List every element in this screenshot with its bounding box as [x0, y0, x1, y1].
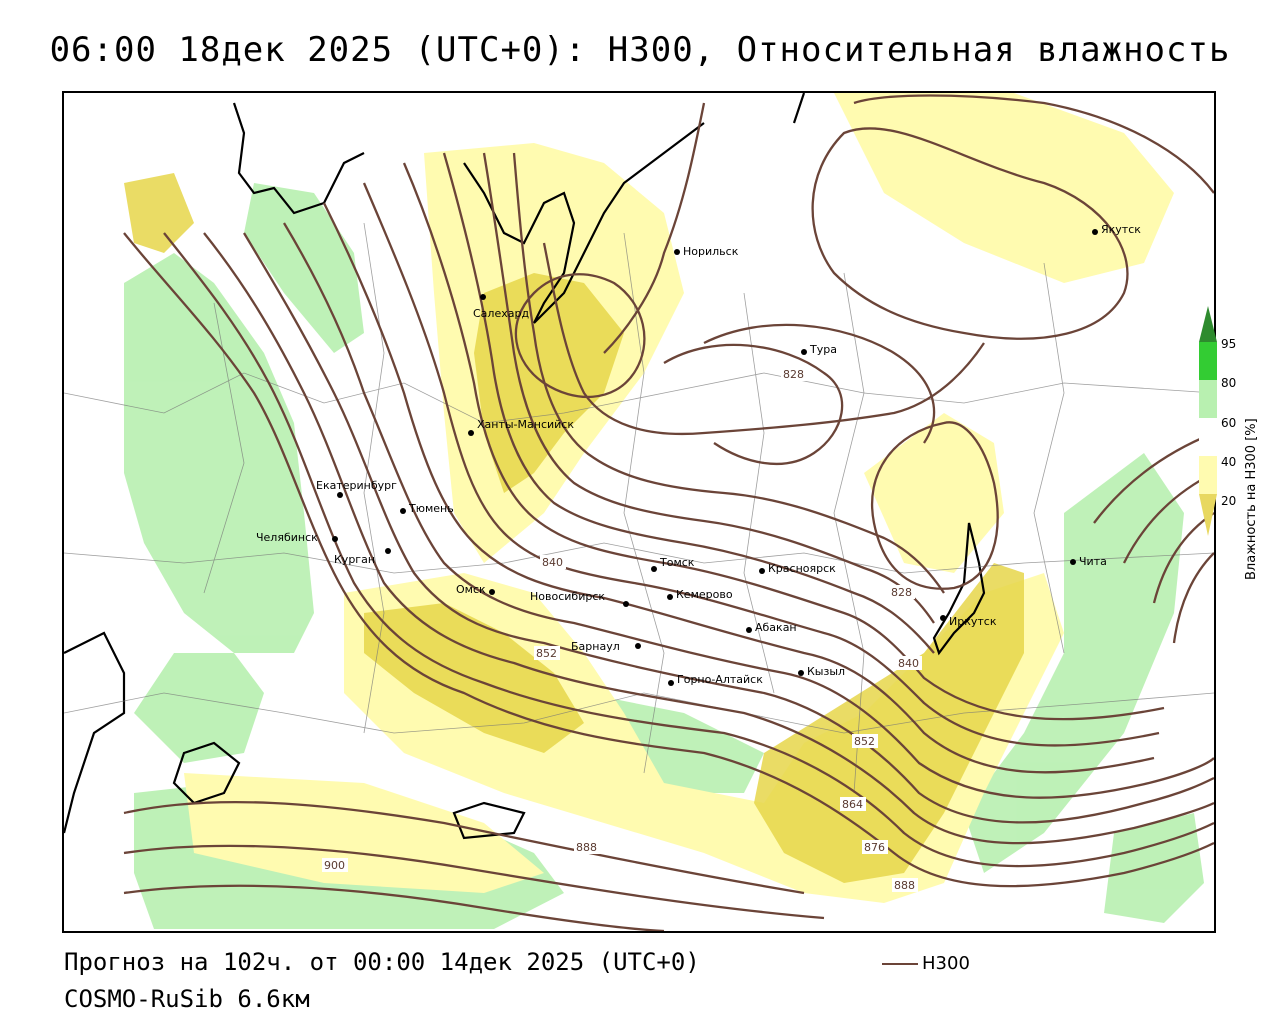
svg-text:Новосибирск: Новосибирск: [530, 590, 605, 603]
h300-contours: [123, 94, 1214, 931]
city-marker: Иркутск: [940, 615, 997, 628]
svg-text:876: 876: [864, 841, 885, 854]
svg-text:Красноярск: Красноярск: [768, 562, 836, 575]
svg-text:Тюмень: Тюмень: [408, 502, 454, 515]
svg-text:Абакан: Абакан: [755, 621, 797, 634]
svg-text:852: 852: [536, 647, 557, 660]
contour-label: 888: [574, 840, 600, 854]
city-marker: Омск: [456, 583, 495, 596]
svg-text:Барнаул: Барнаул: [571, 640, 620, 653]
contour-label: 840: [540, 555, 566, 569]
contour-label: 900: [322, 858, 348, 872]
humidity-colorbar: [1196, 306, 1220, 546]
svg-text:840: 840: [542, 556, 563, 569]
city-marker: Чита: [1070, 555, 1107, 568]
svg-text:840: 840: [898, 657, 919, 670]
city-marker: Челябинск: [256, 531, 338, 544]
city-marker: Тура: [801, 343, 837, 356]
city-marker: Салехард: [473, 294, 529, 320]
colorbar-tick: 20: [1221, 494, 1237, 508]
svg-text:828: 828: [891, 586, 912, 599]
svg-text:Горно-Алтайск: Горно-Алтайск: [677, 673, 763, 686]
city-marker: Тюмень: [400, 502, 454, 515]
svg-text:Курган: Курган: [334, 553, 375, 566]
cities: Норильск Якутск Салехард Тура Ханты-Манс…: [256, 223, 1141, 686]
city-marker: Абакан: [746, 621, 797, 634]
svg-text:Чита: Чита: [1079, 555, 1107, 568]
admin-borders: [64, 222, 1214, 794]
svg-text:Томск: Томск: [659, 556, 695, 569]
svg-text:Челябинск: Челябинск: [256, 531, 318, 544]
svg-text:Екатеринбург: Екатеринбург: [316, 479, 397, 492]
contour-label: 852: [534, 646, 560, 660]
legend-label: H300: [922, 953, 970, 974]
city-marker: Томск: [651, 556, 695, 572]
legend-line-swatch: [882, 962, 918, 965]
colorbar-tick: 40: [1221, 455, 1237, 469]
city-marker: Якутск: [1092, 223, 1141, 236]
contour-label: 840: [896, 656, 922, 670]
svg-text:Кызыл: Кызыл: [807, 665, 845, 678]
city-marker: Курган: [334, 548, 391, 566]
svg-text:Норильск: Норильск: [683, 245, 739, 258]
legend: H300: [882, 953, 970, 974]
svg-text:Омск: Омск: [456, 583, 486, 596]
contour-label: 828: [781, 367, 807, 381]
svg-text:Салехард: Салехард: [473, 307, 529, 320]
colorbar-title: Влажность на H300 [%]: [1244, 418, 1259, 580]
svg-text:828: 828: [783, 368, 804, 381]
contour-label: 828: [889, 585, 915, 599]
city-marker: Горно-Алтайск: [668, 673, 763, 686]
city-marker: Кемерово: [667, 588, 733, 601]
city-marker: Ханты-Мансийск: [468, 418, 574, 436]
svg-text:888: 888: [576, 841, 597, 854]
city-marker: Красноярск: [759, 562, 836, 575]
colorbar-tick: 95: [1221, 337, 1237, 351]
model-name: COSMO-RuSib 6.6км: [64, 985, 310, 1013]
contour-label: 852: [852, 734, 878, 748]
colorbar-tick: 80: [1221, 376, 1237, 390]
contour-label: 888: [892, 878, 918, 892]
city-marker: Кызыл: [798, 665, 845, 678]
forecast-info: Прогноз на 102ч. от 00:00 14дек 2025 (UT…: [64, 948, 700, 976]
map-panel: 828 840 852 828 840 852 864 876 888 888 …: [62, 91, 1216, 933]
svg-text:Ханты-Мансийск: Ханты-Мансийск: [477, 418, 574, 431]
contour-label: 864: [840, 797, 866, 811]
svg-text:Кемерово: Кемерово: [676, 588, 733, 601]
svg-text:864: 864: [842, 798, 863, 811]
map-title: 06:00 18дек 2025 (UTC+0): H300, Относите…: [49, 30, 1231, 70]
svg-text:900: 900: [324, 859, 345, 872]
city-marker: Норильск: [674, 245, 739, 258]
svg-text:Тура: Тура: [809, 343, 837, 356]
city-marker: Новосибирск: [530, 590, 629, 607]
contour-label: 876: [862, 840, 888, 854]
contour-labels: 828 840 852 828 840 852 864 876 888 888 …: [322, 367, 922, 892]
svg-text:Иркутск: Иркутск: [949, 615, 997, 628]
svg-text:852: 852: [854, 735, 875, 748]
svg-text:Якутск: Якутск: [1101, 223, 1141, 236]
city-marker: Екатеринбург: [316, 479, 397, 498]
colorbar-tick: 60: [1221, 416, 1237, 430]
city-marker: Барнаул: [571, 640, 641, 653]
svg-text:888: 888: [894, 879, 915, 892]
